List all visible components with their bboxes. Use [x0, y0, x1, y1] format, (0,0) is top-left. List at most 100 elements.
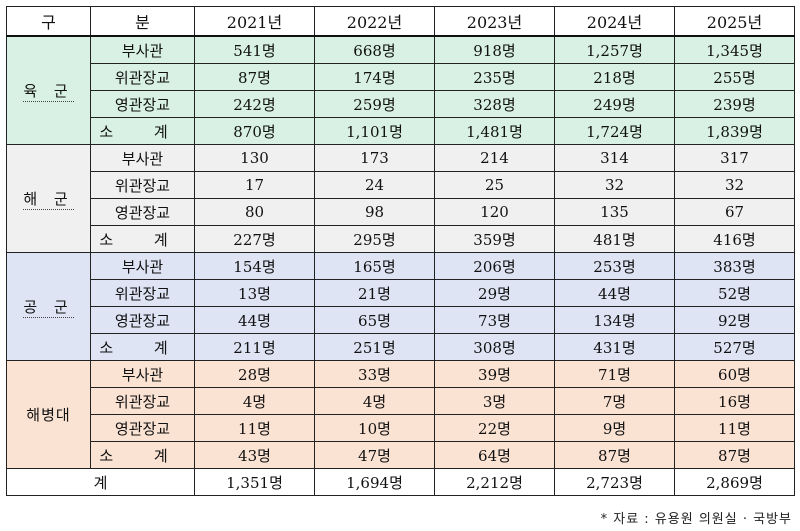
cell-value: 259명: [314, 90, 435, 118]
table-row: 영관장교 44명 65명 73명 134명 92명: [6, 306, 795, 334]
subtotal-value: 1,724명: [554, 117, 675, 145]
cell-value: 67: [674, 198, 795, 226]
subtotal-value: 64명: [434, 441, 555, 469]
cell-value: 24: [314, 171, 435, 199]
subtotal-value: 227명: [194, 225, 315, 253]
cell-value: 7명: [554, 387, 675, 415]
total-value: 2,212명: [434, 468, 555, 496]
cell-value: 135: [554, 198, 675, 226]
row-label: 부사관: [90, 252, 195, 280]
cell-value: 1,257명: [554, 35, 675, 64]
cell-value: 541명: [194, 35, 315, 64]
subtotal-value: 527명: [674, 333, 795, 361]
subtotal-value: 211명: [194, 333, 315, 361]
header-year: 2021년: [194, 6, 315, 37]
subtotal-value: 87명: [674, 441, 795, 469]
cell-value: 11명: [674, 414, 795, 442]
header-gu: 구: [6, 6, 91, 37]
row-label: 위관장교: [90, 387, 195, 415]
cell-value: 314: [554, 144, 675, 172]
cell-value: 173: [314, 144, 435, 172]
cell-value: 235명: [434, 63, 555, 91]
personnel-table: 구 분 2021년 2022년 2023년 2024년 2025년 육 군 부사…: [6, 6, 795, 496]
cell-value: 328명: [434, 90, 555, 118]
row-label: 영관장교: [90, 414, 195, 442]
row-label: 위관장교: [90, 171, 195, 199]
cell-value: 214: [434, 144, 555, 172]
cell-value: 65명: [314, 306, 435, 334]
header-year: 2022년: [314, 6, 435, 37]
cell-value: 4명: [194, 387, 315, 415]
cell-value: 87명: [194, 63, 315, 91]
total-row: 계 1,351명 1,694명 2,212명 2,723명 2,869명: [6, 468, 795, 496]
table-row: 해 군 부사관 130 173 214 314 317: [6, 144, 795, 253]
header-bun: 분: [90, 6, 195, 37]
cell-value: 668명: [314, 35, 435, 64]
cell-value: 383명: [674, 252, 795, 280]
cell-value: 44명: [554, 279, 675, 307]
subtotal-value: 251명: [314, 333, 435, 361]
table-row: 영관장교 11명 10명 22명 9명 11명: [6, 414, 795, 442]
cell-value: 17: [194, 171, 315, 199]
header-year: 2024년: [554, 6, 675, 37]
cell-value: 80: [194, 198, 315, 226]
cell-value: 92명: [674, 306, 795, 334]
subtotal-value: 308명: [434, 333, 555, 361]
row-label: 영관장교: [90, 198, 195, 226]
total-value: 2,723명: [554, 468, 675, 496]
row-label: 위관장교: [90, 279, 195, 307]
table-row: 영관장교 80 98 120 135 67: [6, 198, 795, 226]
subtotal-value: 416명: [674, 225, 795, 253]
branch-label-airforce: 공 군: [6, 252, 91, 361]
subtotal-value: 359명: [434, 225, 555, 253]
row-label: 부사관: [90, 144, 195, 172]
table-row: 위관장교 13명 21명 29명 44명 52명: [6, 279, 795, 307]
subtotal-row: 소 계 211명 251명 308명 431명 527명: [6, 333, 795, 361]
cell-value: 52명: [674, 279, 795, 307]
cell-value: 9명: [554, 414, 675, 442]
cell-value: 16명: [674, 387, 795, 415]
cell-value: 29명: [434, 279, 555, 307]
subtotal-row: 소 계 43명 47명 64명 87명 87명: [6, 441, 795, 469]
subtotal-value: 43명: [194, 441, 315, 469]
header-row: 구 분 2021년 2022년 2023년 2024년 2025년: [6, 6, 795, 37]
cell-value: 60명: [674, 360, 795, 388]
cell-value: 134명: [554, 306, 675, 334]
cell-value: 242명: [194, 90, 315, 118]
table-row: 위관장교 17 24 25 32 32: [6, 171, 795, 199]
table-row: 위관장교 87명 174명 235명 218명 255명: [6, 63, 795, 91]
table-row: 위관장교 4명 4명 3명 7명 16명: [6, 387, 795, 415]
branch-label-navy: 해 군: [6, 144, 91, 253]
table-row: 해병대 부사관 28명 33명 39명 71명 60명: [6, 360, 795, 469]
cell-value: 11명: [194, 414, 315, 442]
total-value: 2,869명: [674, 468, 795, 496]
total-label: 계: [6, 468, 195, 496]
subtotal-value: 1,839명: [674, 117, 795, 145]
subtotal-label: 소 계: [90, 441, 195, 469]
table-row: 육 군 부사관 541명 668명 918명 1,257명 1,345명: [6, 35, 795, 145]
cell-value: 10명: [314, 414, 435, 442]
cell-value: 3명: [434, 387, 555, 415]
subtotal-value: 295명: [314, 225, 435, 253]
subtotal-value: 481명: [554, 225, 675, 253]
subtotal-value: 47명: [314, 441, 435, 469]
subtotal-label: 소 계: [90, 225, 195, 253]
table-row: 공 군 부사관 154명 165명 206명 253명 383명: [6, 252, 795, 361]
cell-value: 218명: [554, 63, 675, 91]
subtotal-value: 431명: [554, 333, 675, 361]
cell-value: 21명: [314, 279, 435, 307]
cell-value: 4명: [314, 387, 435, 415]
subtotal-label: 소 계: [90, 117, 195, 145]
header-year: 2023년: [434, 6, 555, 37]
subtotal-label: 소 계: [90, 333, 195, 361]
row-label: 영관장교: [90, 90, 195, 118]
total-value: 1,351명: [194, 468, 315, 496]
cell-value: 154명: [194, 252, 315, 280]
cell-value: 71명: [554, 360, 675, 388]
cell-value: 206명: [434, 252, 555, 280]
row-label: 부사관: [90, 360, 195, 388]
cell-value: 249명: [554, 90, 675, 118]
cell-value: 1,345명: [674, 35, 795, 64]
branch-label-army: 육 군: [6, 35, 91, 145]
source-note: * 자료 : 유용원 의원실 · 국방부: [600, 512, 792, 527]
